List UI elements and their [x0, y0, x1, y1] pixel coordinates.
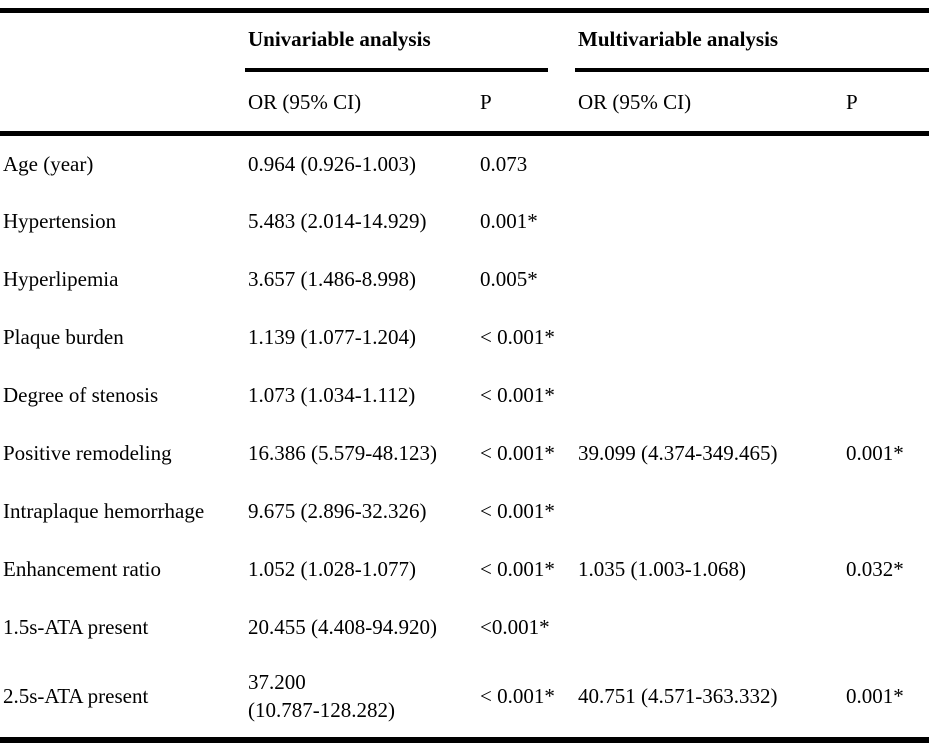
multi-or-value: 40.751 (4.571-363.332): [578, 684, 778, 708]
multi-p-value: [843, 598, 929, 656]
univariable-underline: [245, 68, 548, 72]
uni-or-value-line1: 37.200: [248, 670, 306, 694]
uni-p-value: 0.073: [480, 151, 528, 176]
uni-or-value: 3.657 (1.486-8.998): [248, 266, 416, 291]
uni-or-value-line2: (10.787-128.282): [248, 698, 395, 722]
uni-or-value: 0.964 (0.926-1.003): [248, 151, 416, 176]
univariable-header: Univariable analysis: [248, 27, 431, 51]
variable-column-header-empty: [0, 72, 245, 136]
uni-p-value: < 0.001*: [480, 440, 555, 465]
variable-label: Plaque burden: [3, 324, 124, 349]
table-row-hypertension: Hypertension 5.483 (2.014-14.929) 0.001*: [0, 192, 929, 250]
variable-label: Hyperlipemia: [3, 266, 119, 291]
multi-p-value: [843, 250, 929, 308]
multi-or-column-header: OR (95% CI): [575, 72, 843, 136]
table-row-positive-remodeling: Positive remodeling 16.386 (5.579-48.123…: [0, 424, 929, 482]
multi-p-value: [843, 366, 929, 424]
uni-p-value: < 0.001*: [480, 556, 555, 581]
uni-p-value: < 0.001*: [480, 324, 555, 349]
multivariable-underline: [575, 68, 929, 72]
multi-or-value: [575, 366, 843, 424]
table-row-enhancement-ratio: Enhancement ratio 1.052 (1.028-1.077) < …: [0, 540, 929, 598]
uni-p-value: < 0.001*: [480, 382, 555, 407]
uni-or-value: 9.675 (2.896-32.326): [248, 498, 427, 523]
multi-or-value: [575, 250, 843, 308]
uni-or-value: 1.139 (1.077-1.204): [248, 324, 416, 349]
uni-p-value: 0.001*: [480, 208, 538, 233]
multi-or-value: [575, 308, 843, 366]
uni-p-value: < 0.001*: [480, 684, 555, 708]
variable-label: 1.5s-ATA present: [3, 614, 149, 639]
multi-p-value: [843, 134, 929, 192]
uni-p-value: < 0.001*: [480, 498, 555, 523]
variable-label: Enhancement ratio: [3, 556, 162, 581]
multi-or-value: 39.099 (4.374-349.465): [578, 440, 778, 465]
multi-or-value: 1.035 (1.003-1.068): [578, 556, 746, 581]
variable-label: Age (year): [3, 151, 94, 176]
variable-label: Degree of stenosis: [3, 382, 159, 407]
variable-label: 2.5s-ATA present: [3, 684, 149, 708]
multi-p-value: 0.001*: [846, 684, 904, 708]
uni-or-column-header: OR (95% CI): [245, 72, 477, 136]
table-row-2-5s-ata-present: 2.5s-ATA present 37.200 (10.787-128.282)…: [0, 656, 929, 740]
uni-p-value: <0.001*: [480, 614, 550, 639]
multi-or-value: [575, 598, 843, 656]
multi-p-value: 0.032*: [846, 556, 904, 581]
multi-p-value: [843, 482, 929, 540]
multi-p-value: [843, 192, 929, 250]
table-row-plaque-burden: Plaque burden 1.139 (1.077-1.204) < 0.00…: [0, 308, 929, 366]
uni-or-value: 20.455 (4.408-94.920): [248, 614, 437, 639]
uni-or-value: 16.386 (5.579-48.123): [248, 440, 437, 465]
uni-or-value: 1.052 (1.028-1.077): [248, 556, 416, 581]
multivariable-header: Multivariable analysis: [578, 27, 779, 51]
variable-label: Positive remodeling: [3, 440, 172, 465]
table-row-age: Age (year) 0.964 (0.926-1.003) 0.073: [0, 134, 929, 192]
uni-p-column-header: P: [477, 72, 575, 136]
uni-or-value: 1.073 (1.034-1.112): [248, 382, 416, 407]
table-row-intraplaque-hemorrhage: Intraplaque hemorrhage 9.675 (2.896-32.3…: [0, 482, 929, 540]
multivariable-group-cell: Multivariable analysis: [575, 11, 929, 72]
variable-label: Intraplaque hemorrhage: [3, 498, 205, 523]
multi-p-value: [843, 308, 929, 366]
multi-or-value: [575, 192, 843, 250]
uni-or-value: 5.483 (2.014-14.929): [248, 208, 427, 233]
uni-p-value: 0.005*: [480, 266, 538, 291]
multi-or-value: [575, 134, 843, 192]
uni-or-value: 37.200 (10.787-128.282): [245, 656, 477, 740]
regression-results-table: Univariable analysis Multivariable analy…: [0, 8, 929, 743]
multi-or-value: [575, 482, 843, 540]
corner-empty-cell: [0, 11, 245, 73]
column-header-row: OR (95% CI) P OR (95% CI) P: [0, 72, 929, 136]
univariable-group-cell: Univariable analysis: [245, 11, 575, 72]
table-row-hyperlipemia: Hyperlipemia 3.657 (1.486-8.998) 0.005*: [0, 250, 929, 308]
multi-p-column-header: P: [843, 72, 929, 136]
group-header-row: Univariable analysis Multivariable analy…: [0, 11, 929, 73]
table-row-degree-of-stenosis: Degree of stenosis 1.073 (1.034-1.112) <…: [0, 366, 929, 424]
multi-p-value: 0.001*: [846, 440, 904, 465]
table-row-1-5s-ata-present: 1.5s-ATA present 20.455 (4.408-94.920) <…: [0, 598, 929, 656]
variable-label: Hypertension: [3, 208, 117, 233]
